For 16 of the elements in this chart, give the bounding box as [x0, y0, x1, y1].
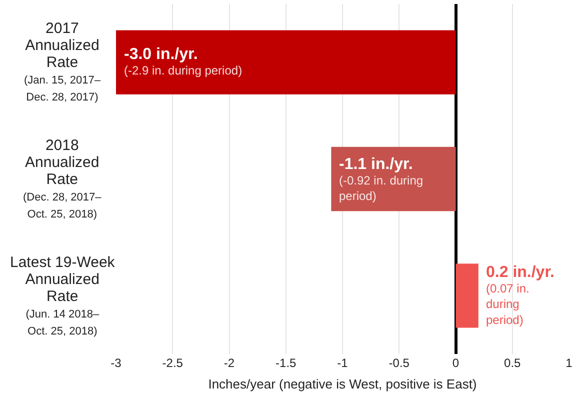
x-tick-label: -1.5 [276, 356, 297, 370]
data-label: -3.0 in./yr. (-2.9 in. during period) [124, 46, 242, 78]
x-tick-label: -1 [337, 356, 348, 370]
x-tick-label: -2.5 [162, 356, 184, 370]
y-tick-label: 2018 Annualized Rate (Dec. 28, 2017– Oct. 25, 2018) [23, 137, 102, 221]
x-tick-label: -3 [110, 356, 122, 370]
data-label: 0.2 in./yr. (0.07 in. during period) [486, 264, 554, 327]
data-label: -1.1 in./yr. (-0.92 in. during period) [339, 156, 424, 204]
x-tick-label: 1 [566, 356, 573, 370]
x-tick-label: 0 [452, 356, 460, 370]
x-tick-label: -2 [224, 356, 235, 370]
x-tick-label: 0.5 [504, 356, 522, 370]
x-axis-title: Inches/year (negative is West, positive is East) [208, 376, 477, 392]
y-tick-label: Latest 19-Week Annualized Rate (Jun. 14 2018– Oct. 25, 2018) [10, 254, 116, 338]
y-tick-label: 2017 Annualized Rate (Jan. 15, 2017– Dec. 28, 2017) [24, 20, 102, 104]
x-tick-label: -0.5 [388, 356, 410, 370]
